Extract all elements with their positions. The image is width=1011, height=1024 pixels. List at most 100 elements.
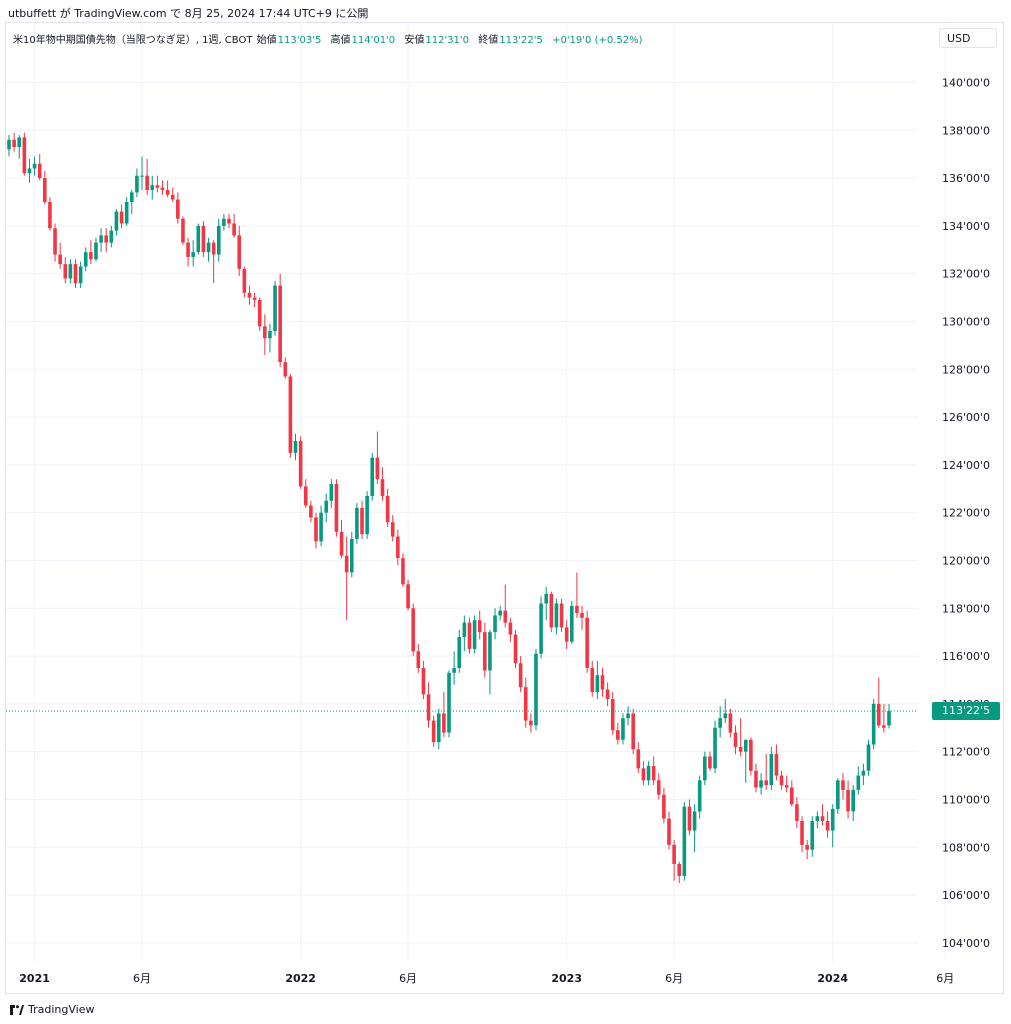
candle-up	[109, 225, 114, 248]
candle-down	[170, 187, 175, 202]
candle-up	[140, 156, 144, 191]
candle-body	[559, 603, 564, 628]
candle-body	[263, 326, 267, 339]
price-tick-label: 134'00'0	[942, 220, 990, 233]
candle-body	[201, 225, 206, 253]
brand-name: TradingView	[28, 1003, 95, 1016]
candle-up	[646, 761, 651, 786]
candle-body	[687, 806, 692, 831]
candle-body	[406, 584, 410, 609]
low-label: 安値	[404, 35, 425, 46]
candle-body	[165, 190, 170, 195]
candle-body	[743, 739, 748, 752]
candle-body	[426, 694, 431, 721]
candle-down	[43, 170, 47, 205]
candle-down	[800, 816, 804, 853]
candle-up	[713, 720, 717, 774]
candle-down	[201, 221, 206, 257]
price-tick-label: 136'00'0	[942, 172, 990, 185]
tradingview-logo-icon	[10, 1004, 24, 1015]
candle-down	[503, 584, 508, 628]
candle-up	[216, 218, 221, 262]
candle-body	[754, 770, 758, 788]
candle-down	[263, 314, 267, 355]
candle-body	[580, 613, 584, 618]
price-axis: 104'00'0 106'00'0 108'00'0 110'00'0 112'00'0…	[942, 76, 990, 949]
candle-body	[636, 749, 641, 769]
candle-up	[447, 670, 451, 738]
candle-body	[150, 185, 155, 191]
candle-body	[800, 820, 804, 845]
time-tick-label: 2021	[19, 972, 50, 985]
candle-body	[554, 603, 559, 628]
candle-down	[656, 773, 661, 800]
price-tick-label: 108'00'0	[942, 841, 990, 854]
candle-up	[472, 615, 477, 654]
candle-up	[703, 751, 707, 786]
candle-up	[452, 651, 456, 685]
publish-credit: utbuffett が TradingView.com で 8月 25, 202…	[8, 7, 369, 20]
candle-down	[846, 780, 850, 819]
candle-up	[129, 190, 134, 214]
candle-up	[150, 175, 155, 200]
candle-body	[738, 746, 743, 752]
candle-down	[610, 691, 615, 735]
candle-body	[257, 299, 262, 327]
candle-body	[37, 163, 42, 179]
candle-down	[421, 660, 426, 700]
candle-body	[472, 620, 477, 649]
candle-body	[728, 713, 733, 733]
candle-body	[104, 235, 109, 243]
candle-down	[104, 228, 109, 253]
price-tick-label: 112'00'0	[942, 746, 990, 759]
price-tick-label: 126'00'0	[942, 411, 990, 424]
currency-button[interactable]: USD	[939, 28, 997, 48]
candle-body	[309, 505, 313, 518]
candle-body	[467, 622, 472, 649]
low-value: 112'31'0	[425, 35, 470, 46]
candle-body	[856, 775, 861, 790]
candle-body	[493, 615, 497, 633]
candle-up	[595, 660, 600, 700]
candle-down	[590, 660, 595, 697]
candle-up	[539, 596, 543, 659]
candle-up	[887, 703, 891, 729]
candle-body	[677, 864, 682, 876]
candle-up	[626, 706, 630, 726]
footer-brand[interactable]: TradingView	[10, 1003, 94, 1016]
candle-body	[477, 620, 482, 633]
candle-down	[728, 708, 733, 738]
candle-up	[457, 629, 462, 673]
candle-up	[697, 775, 702, 819]
candle-body	[129, 192, 134, 202]
candle-body	[646, 766, 651, 781]
candle-up	[68, 259, 73, 284]
time-axis: 2021 6月 2022 6月 2023 6月 2024 6月	[19, 972, 954, 985]
candle-body	[170, 194, 175, 200]
candle-up	[355, 503, 359, 544]
candle-down	[559, 598, 564, 633]
candle-down	[186, 237, 190, 267]
candle-body	[749, 739, 753, 771]
candle-up	[135, 168, 139, 198]
time-tick-label: 6月	[399, 972, 417, 985]
candle-body	[585, 617, 589, 669]
candle-down	[795, 797, 799, 829]
candle-up	[759, 773, 763, 795]
candle-down	[764, 754, 769, 790]
candle-down	[411, 603, 415, 657]
candle-up	[17, 135, 22, 159]
candle-body	[882, 725, 886, 728]
close-label: 終値	[478, 35, 499, 46]
candle-body	[534, 653, 538, 726]
candle-down	[749, 737, 753, 776]
candle-down	[406, 579, 410, 611]
candle-body	[605, 689, 610, 700]
candle-down	[416, 644, 421, 673]
candle-body	[764, 780, 769, 786]
candle-down	[820, 804, 825, 826]
candle-body	[651, 766, 656, 781]
candle-down	[344, 536, 349, 621]
candle-body	[380, 479, 385, 496]
